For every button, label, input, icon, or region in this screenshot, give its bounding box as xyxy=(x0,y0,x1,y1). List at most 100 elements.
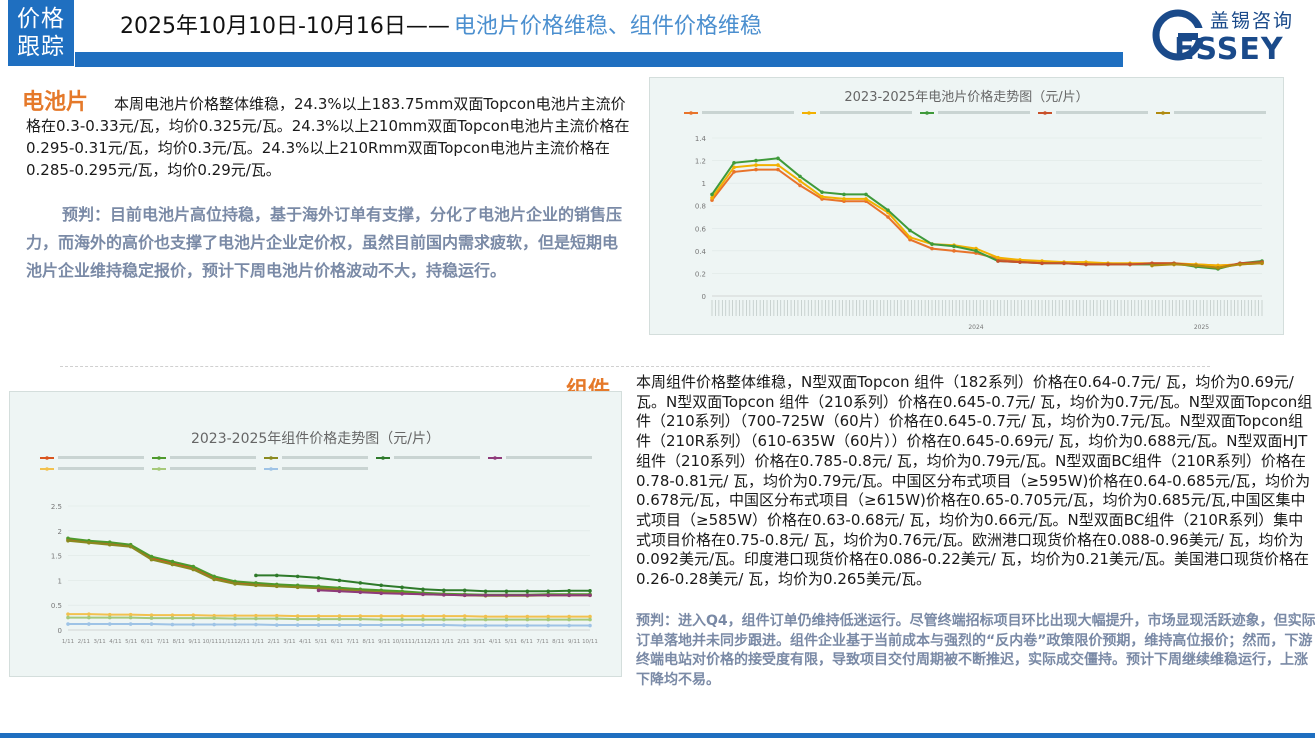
x-tick-label: 1/11 xyxy=(252,639,264,645)
data-point xyxy=(776,156,780,161)
x-tick-label: 7/11 xyxy=(157,639,169,645)
data-point xyxy=(886,215,890,219)
data-point xyxy=(254,581,258,585)
data-point xyxy=(254,622,258,627)
module-chart-svg: 00.511.522.51/11 2/11 3/11 4/11 5/11 6/11 7/11… xyxy=(40,456,598,645)
series-line xyxy=(1151,262,1263,269)
x-group-label: 2025 xyxy=(1194,324,1209,331)
legend-label-placeholder xyxy=(702,111,794,114)
legend-marker xyxy=(45,456,49,460)
x-tick-label: 3/11 xyxy=(283,639,295,645)
data-point xyxy=(974,249,978,253)
data-point xyxy=(546,623,551,628)
data-point xyxy=(421,592,425,597)
data-point xyxy=(66,612,70,616)
x-tick-label: 8/11 xyxy=(552,639,564,645)
legend-marker xyxy=(925,111,929,115)
data-point xyxy=(337,614,342,618)
data-point xyxy=(567,623,571,628)
data-point xyxy=(1062,261,1066,266)
x-tick-label: 4/11 xyxy=(109,639,121,645)
x-tick-label: 4/11 xyxy=(299,639,311,645)
x-tick-label: 3/11 xyxy=(473,639,485,645)
data-point xyxy=(275,584,279,589)
y-tick-label: 2.5 xyxy=(51,503,62,511)
y-tick-label: 0.2 xyxy=(695,270,706,278)
y-tick-label: 0 xyxy=(58,627,62,635)
x-tick-label: 8/11 xyxy=(173,639,185,645)
data-point xyxy=(798,179,802,183)
data-point xyxy=(462,614,467,618)
x-group-label: 2024 xyxy=(968,324,983,331)
data-point xyxy=(191,564,196,569)
data-point xyxy=(254,616,258,621)
data-point xyxy=(107,540,112,545)
data-point xyxy=(776,167,780,172)
data-point xyxy=(588,589,592,593)
data-point xyxy=(421,614,425,618)
legend-marker xyxy=(1161,111,1165,115)
data-point xyxy=(379,617,384,622)
x-tick-label: 12/11 xyxy=(424,639,440,645)
x-tick-label: 2/11 xyxy=(78,639,90,645)
module-price-text: 本周组件价格整体维稳，N型双面Topcon 组件（182系列）价格在0.64-0… xyxy=(636,373,1313,589)
data-point xyxy=(588,614,592,619)
legend-label-placeholder xyxy=(282,456,368,459)
data-point xyxy=(87,612,91,616)
x-tick-label: 5/11 xyxy=(315,639,327,645)
data-point xyxy=(930,246,934,251)
data-point xyxy=(930,242,934,246)
data-point xyxy=(1084,262,1088,267)
data-point xyxy=(504,593,509,598)
data-point xyxy=(66,536,70,541)
data-point xyxy=(421,617,425,622)
logo-g-mark xyxy=(1152,9,1204,61)
x-tick-label: 10/11 xyxy=(202,639,218,645)
y-tick-label: 1.4 xyxy=(695,135,707,143)
x-tick-label: 3/11 xyxy=(93,639,105,645)
cell-chart-svg: 0 0.2 0.4 0.6 0.8 1 1.2 1.4 2024 2025 xyxy=(684,111,1266,331)
section-tag: 价格 跟踪 xyxy=(8,0,74,66)
x-tick-label: 12/11 xyxy=(234,639,250,645)
data-point xyxy=(358,617,363,621)
data-point xyxy=(295,585,300,590)
module-prediction: 预判：进入Q4，组件订单仍维持低迷运行。尽管终端招标项目环比出现大幅提升，市场显… xyxy=(636,613,1315,688)
data-point xyxy=(295,623,300,627)
data-point xyxy=(295,574,300,579)
data-point xyxy=(525,593,530,598)
series-line xyxy=(68,616,590,621)
data-point xyxy=(1128,262,1132,267)
data-point xyxy=(149,622,154,626)
page-title-subtitle: 电池片价格维稳、组件价格维稳 xyxy=(453,14,762,39)
legend-label-placeholder xyxy=(282,467,368,470)
data-point xyxy=(170,562,175,567)
data-point xyxy=(442,592,446,597)
data-point xyxy=(567,593,571,598)
data-point xyxy=(710,192,714,197)
x-tick-label: 7/11 xyxy=(347,639,359,645)
logo-cn-text: 盖锡咨询 xyxy=(1210,10,1295,32)
data-point xyxy=(908,235,912,240)
x-tick-label: 1/11 xyxy=(441,639,453,645)
x-tick-label: 7/11 xyxy=(536,639,548,645)
data-point xyxy=(254,613,258,618)
data-point xyxy=(483,614,488,619)
legend-label-placeholder xyxy=(58,467,144,470)
series-line xyxy=(711,164,1263,267)
data-point xyxy=(379,591,384,596)
series-line xyxy=(68,613,590,618)
data-point xyxy=(233,582,237,586)
footer-bar xyxy=(0,733,1315,738)
x-tick-label: 11/11 xyxy=(218,639,234,645)
data-point xyxy=(588,623,592,628)
gessey-logo: 盖锡咨询 ESSEY xyxy=(1152,4,1312,67)
y-tick-label: 2 xyxy=(58,528,62,536)
data-point xyxy=(504,623,509,628)
data-point xyxy=(732,165,736,170)
cell-price-text: 本周电池片价格整体维稳，24.3%以上183.75mm双面Topcon电池片主流… xyxy=(26,95,630,179)
data-point xyxy=(525,614,530,619)
data-point xyxy=(754,163,758,167)
data-point xyxy=(358,581,363,585)
data-point xyxy=(1172,262,1176,267)
data-point xyxy=(170,559,175,564)
